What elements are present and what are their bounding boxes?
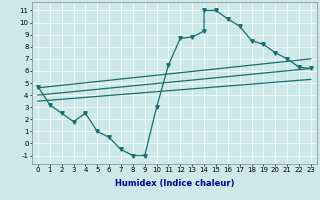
X-axis label: Humidex (Indice chaleur): Humidex (Indice chaleur)	[115, 179, 234, 188]
